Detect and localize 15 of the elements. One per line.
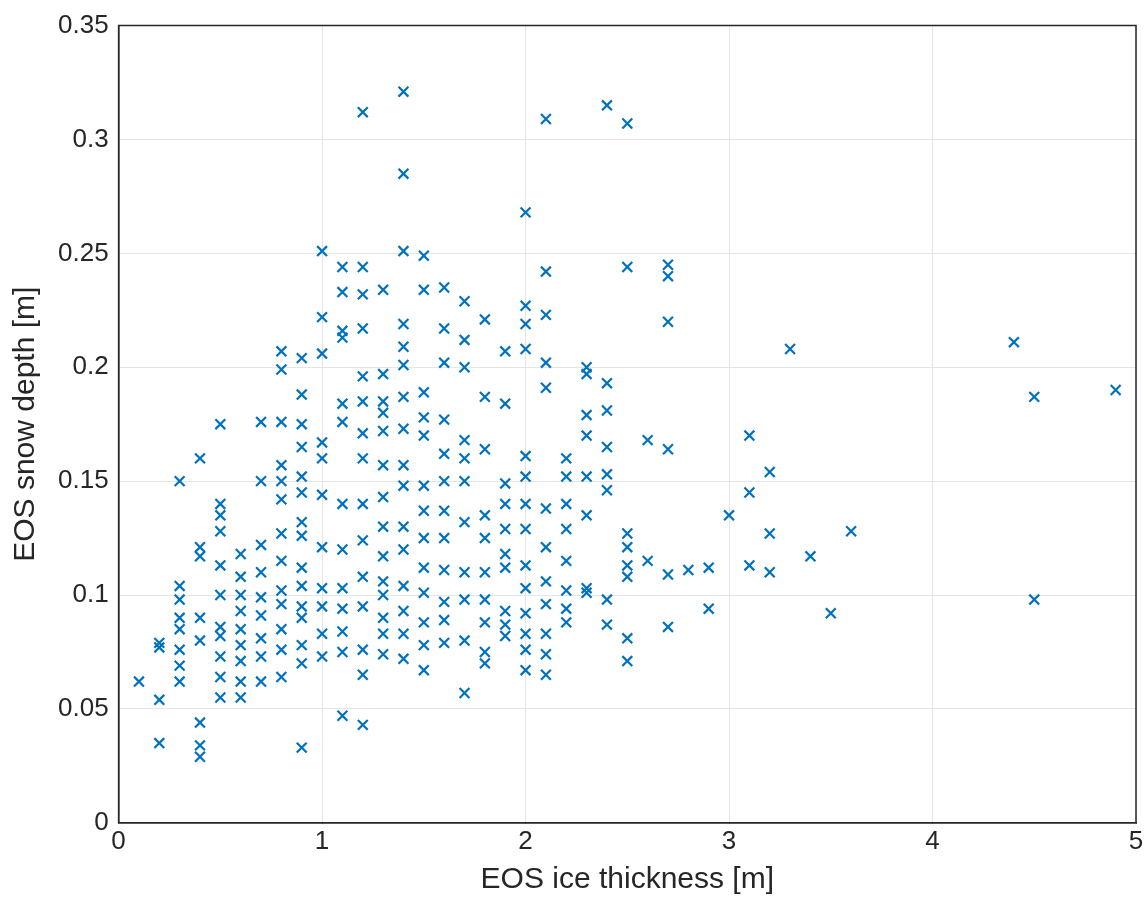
y-tick-label: 0 [94,805,109,836]
x-tick-label: 5 [1128,824,1144,855]
y-tick-label: 0.25 [57,236,109,267]
y-axis-title: EOS snow depth [m] [7,286,41,562]
x-tick-label: 3 [721,824,737,855]
y-tick-label: 0.1 [72,578,109,609]
x-tick-label: 4 [925,824,940,855]
y-tick-label: 0.3 [72,122,109,153]
x-axis-title: EOS ice thickness [m] [480,861,775,895]
y-tick-label: 0.2 [72,350,109,381]
y-tick-label: 0.05 [57,692,109,723]
x-tick-label: 1 [314,824,330,855]
y-tick-label: 0.35 [57,8,109,39]
x-tick-label: 2 [518,824,533,855]
y-tick-label: 0.15 [57,464,109,495]
